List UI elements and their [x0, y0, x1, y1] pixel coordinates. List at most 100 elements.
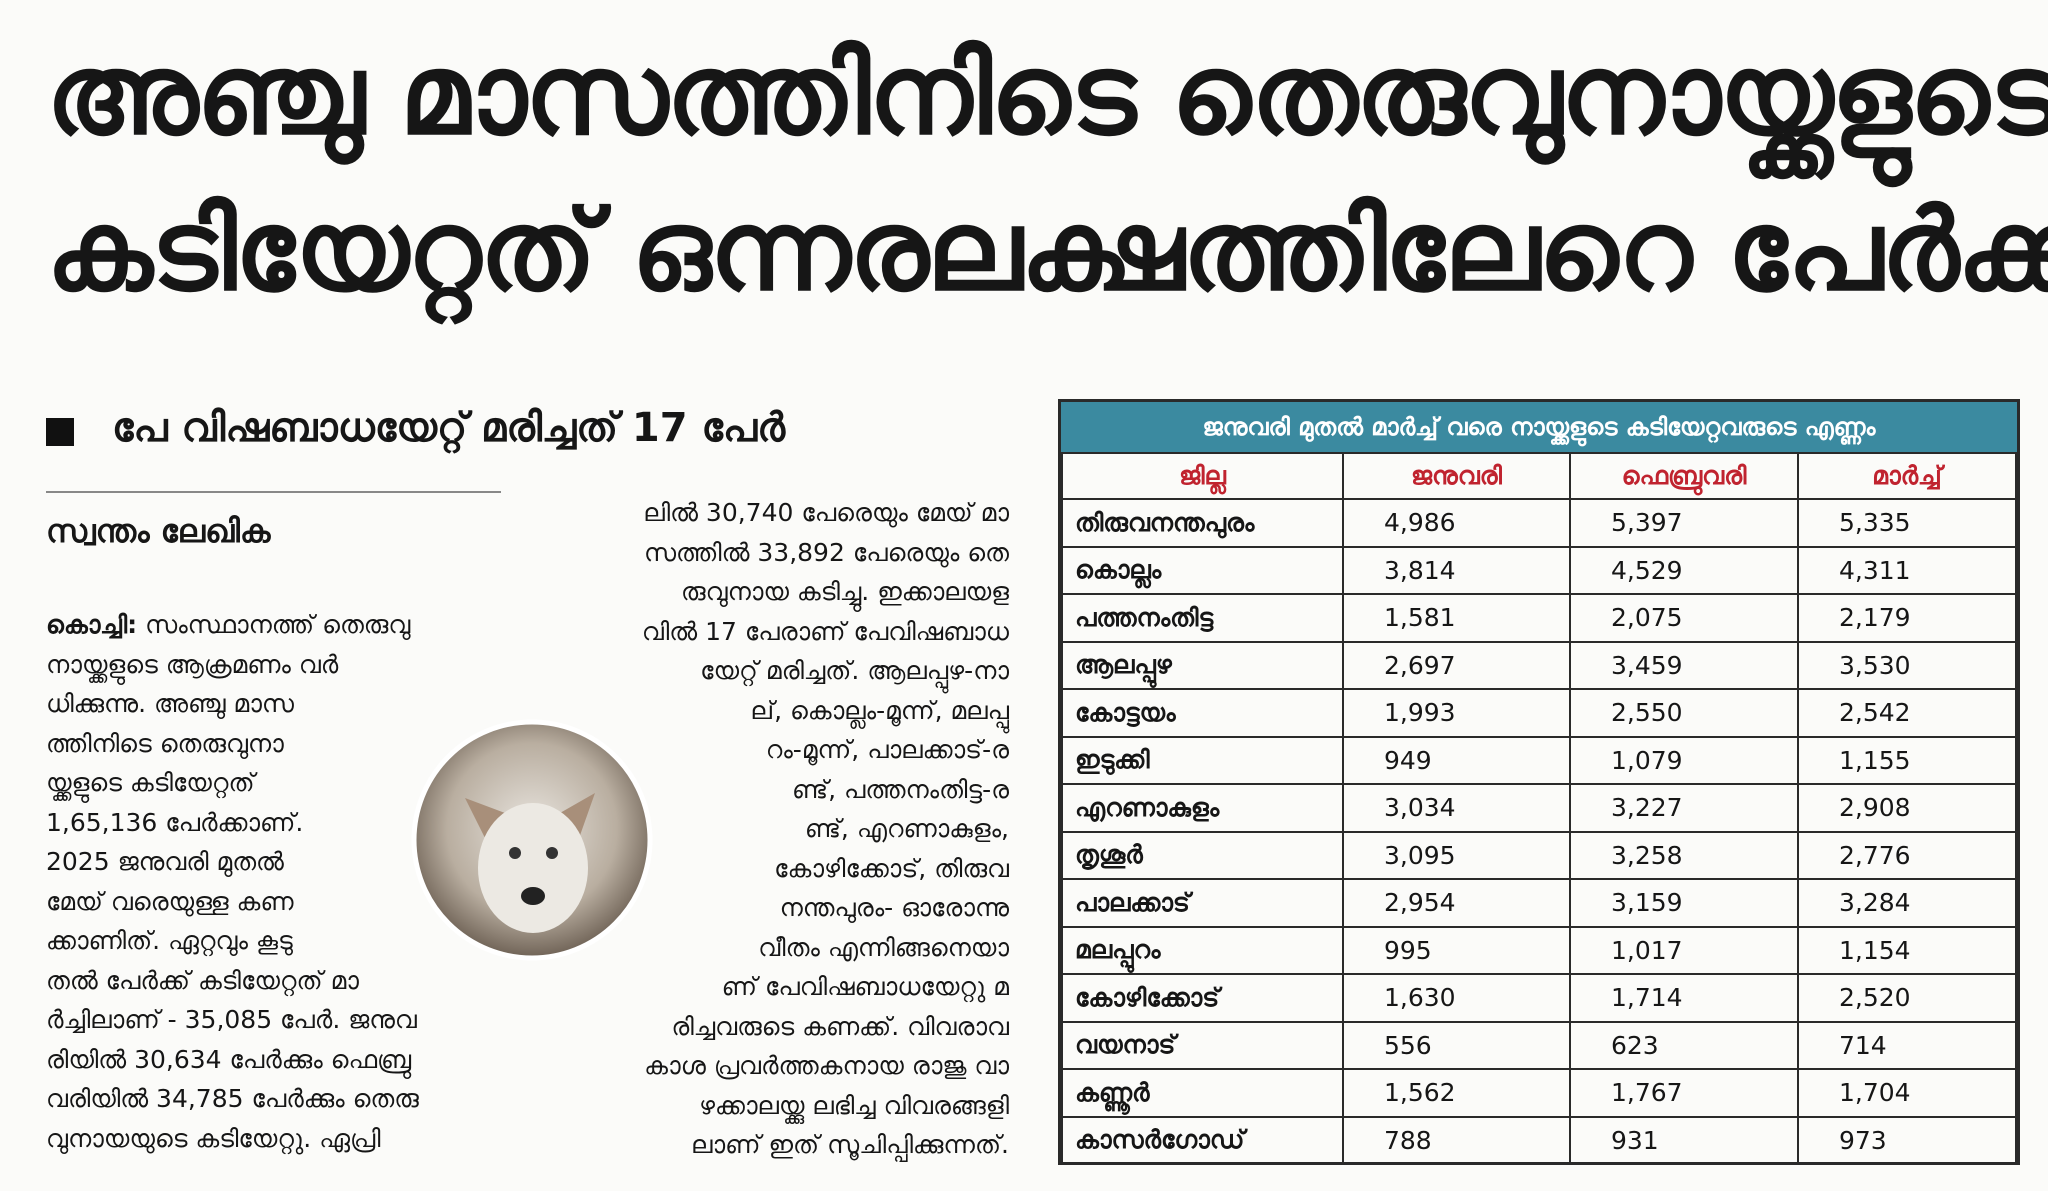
district-cell: കോഴിക്കോട് [1061, 973, 1344, 1023]
headline: കടിയേറ്റത് ഒന്നരലക്ഷത്തിലേറെ പേർക്ക് [46, 186, 2048, 316]
row: മലപ്പുറം 995 1,017 1,154 [1061, 925, 2017, 975]
number-cell: 2,776 [1797, 830, 2017, 880]
text-line: ല്, കൊല്ലം-മൂന്ന്, മലപ്പു [750, 695, 1009, 725]
byline: സ്വന്തം ലേഖിക [46, 512, 271, 550]
text: യ്ക്കളുടെ കടിയേറ്റത് [46, 768, 255, 797]
data-table: ജനുവരി മുതൽ മാർച്ച് വരെ നായ്ക്കളുടെ കടിയ… [1058, 399, 2020, 1165]
number-cell: 4,986 [1342, 498, 1571, 548]
number-cell: 973 [1797, 1115, 2017, 1165]
text-line: ത്തിനിടെ തെരുവുനാ [46, 724, 501, 764]
district-cell: മലപ്പുറം [1061, 925, 1344, 975]
number-cell: 2,550 [1569, 688, 1799, 738]
row: കോട്ടയം 1,993 2,550 2,542 [1061, 688, 2017, 738]
header-row: ജില്ല ജനുവരി ഫെബ്രുവരി മാർച്ച് [1061, 452, 2017, 500]
text-line: 2025 ജനുവരി മുതൽ [46, 842, 501, 882]
text: നായ്ക്കളുടെ ആക്രമണം വർ [46, 649, 339, 679]
text: വുനായയുടെ കടിയേറ്റു. ഏപ്രി [46, 1123, 381, 1153]
number-cell: 1,581 [1342, 593, 1571, 643]
text-line: ർച്ചിലാണ് - 35,085 പേർ. ജനുവ [46, 1000, 501, 1040]
text: തൽ പേർക്ക് കടിയേറ്റത് മാ [46, 965, 359, 995]
text-line: വരിയിൽ 34,785 പേർക്കും തെരു [46, 1079, 501, 1119]
number-cell: 1,155 [1797, 735, 2017, 785]
number-cell: 1,714 [1569, 973, 1799, 1023]
district-cell: തൃശൂർ [1061, 830, 1344, 880]
dog-photo [411, 719, 653, 961]
number-cell: 1,767 [1569, 1068, 1799, 1118]
number-cell: 1,154 [1797, 925, 2017, 975]
text-line: കൊച്ചി: സംസ്ഥാനത്ത് തെരുവു [46, 605, 501, 645]
number-cell: 2,179 [1797, 593, 2017, 643]
text-line: ക്കാണിത്. ഏറ്റവും കൂടു [46, 921, 501, 961]
district-cell: ഇടുക്കി [1061, 735, 1344, 785]
district-cell: തിരുവനന്തപുരം [1061, 498, 1344, 548]
district-cell: കണ്ണൂർ [1061, 1068, 1344, 1118]
number-cell: 2,697 [1342, 640, 1571, 690]
subheading: പേ വിഷബാധയേറ്റ് മരിച്ചത് 17 പേർ [112, 405, 786, 451]
text-line: കോഴിക്കോട്, തിരുവ [774, 853, 1009, 883]
number-cell: 3,095 [1342, 830, 1571, 880]
number-cell: 3,258 [1569, 830, 1799, 880]
bullet [46, 418, 74, 446]
rule [46, 491, 501, 493]
text-line: ണ് പേവിഷബാധയേറ്റു മ [721, 972, 1009, 1001]
text-line: യേറ്റ് മരിച്ചത്. ആലപ്പുഴ-നാ [700, 656, 1009, 685]
row: ആലപ്പുഴ 2,697 3,459 3,530 [1061, 640, 2017, 690]
text: ർച്ചിലാണ് - 35,085 പേർ. ജനുവ [46, 1005, 417, 1034]
number-cell: 1,562 [1342, 1068, 1571, 1118]
column: ലിൽ 30,740 പേരെയും മേയ് മാ സത്തിൽ 33,892 … [549, 493, 1009, 1165]
text-line: രുവുനായ കടിച്ചു. ഇക്കാലയള [681, 577, 1009, 606]
number-cell: 5,335 [1797, 498, 2017, 548]
number-cell: 3,034 [1342, 783, 1571, 833]
text-line: ഴക്കാലയ്ക്കു ലഭിച്ച വിവരങ്ങളി [699, 1090, 1009, 1120]
row: പാലക്കാട് 2,954 3,159 3,284 [1061, 878, 2017, 928]
headline: അഞ്ചു മാസത്തിനിടെ തെരുവുനായ്ക്കളുടെ [46, 30, 2048, 160]
number-cell: 623 [1569, 1020, 1799, 1070]
table-title: ജനുവരി മുതൽ മാർച്ച് വരെ നായ്ക്കളുടെ കടിയ… [1061, 402, 2017, 452]
text: സംസ്ഥാനത്ത് തെരുവു [145, 610, 411, 639]
district-cell: പാലക്കാട് [1061, 878, 1344, 928]
text-line: സത്തിൽ 33,892 പേരെയും തെ [644, 537, 1009, 567]
text-line: ണ്ട്, പത്തനംതിട്ട-ര [791, 774, 1009, 804]
header-cell: മാർച്ച് [1797, 452, 2017, 500]
number-cell: 2,075 [1569, 593, 1799, 643]
row: ഇടുക്കി 949 1,079 1,155 [1061, 735, 2017, 785]
number-cell: 3,284 [1797, 878, 2017, 928]
text-line: രിയിൽ 30,634 പേർക്കും ഫെബ്രു [46, 1040, 501, 1080]
text-line: വീതം എന്നിങ്ങനെയാ [758, 932, 1009, 962]
row: കൊല്ലം 3,814 4,529 4,311 [1061, 545, 2017, 595]
number-cell: 949 [1342, 735, 1571, 785]
number-cell: 788 [1342, 1115, 1571, 1165]
district-cell: കാസർഗോഡ് [1061, 1115, 1344, 1165]
number-cell: 3,814 [1342, 545, 1571, 595]
text: മേയ് വരെയുള്ള കണ [46, 886, 294, 916]
district-cell: പത്തനംതിട്ട [1061, 593, 1344, 643]
row: കോഴിക്കോട് 1,630 1,714 2,520 [1061, 973, 2017, 1023]
column: കൊച്ചി: സംസ്ഥാനത്ത് തെരുവു നായ്ക്കളുടെ ആക്… [46, 605, 501, 1158]
text: 1,65,136 പേർക്കാണ്. [46, 807, 304, 837]
text-line: 1,65,136 പേർക്കാണ്. [46, 803, 501, 843]
number-cell: 3,227 [1569, 783, 1799, 833]
district-cell: കൊല്ലം [1061, 545, 1344, 595]
number-cell: 2,542 [1797, 688, 2017, 738]
number-cell: 2,520 [1797, 973, 2017, 1023]
text-line: ലിൽ 30,740 പേരെയും മേയ് മാ [643, 498, 1009, 527]
text-line: നന്തപുരം- ഓരോന്നു [779, 893, 1009, 922]
text-line: മേയ് വരെയുള്ള കണ [46, 882, 501, 922]
text: വരിയിൽ 34,785 പേർക്കും തെരു [46, 1084, 419, 1113]
row: തിരുവനന്തപുരം 4,986 5,397 5,335 [1061, 498, 2017, 548]
text-line: വിൽ 17 പേരാണ് പേവിഷബാധ [641, 616, 1009, 646]
dateline: കൊച്ചി: [46, 610, 138, 639]
text: രിയിൽ 30,634 പേർക്കും ഫെബ്രു [46, 1044, 412, 1074]
district-cell: കോട്ടയം [1061, 688, 1344, 738]
header-cell: ജില്ല [1061, 452, 1344, 500]
text: ധിക്കുന്നു. അഞ്ചു മാസ [46, 689, 294, 718]
number-cell: 2,908 [1797, 783, 2017, 833]
number-cell: 1,704 [1797, 1068, 2017, 1118]
text: ക്കാണിത്. ഏറ്റവും കൂടു [46, 926, 293, 955]
row: കണ്ണൂർ 1,562 1,767 1,704 [1061, 1068, 2017, 1118]
text: 2025 ജനുവരി മുതൽ [46, 847, 284, 876]
text-line: തൽ പേർക്ക് കടിയേറ്റത് മാ [46, 961, 501, 1001]
number-cell: 714 [1797, 1020, 2017, 1070]
district-cell: വയനാട് [1061, 1020, 1344, 1070]
